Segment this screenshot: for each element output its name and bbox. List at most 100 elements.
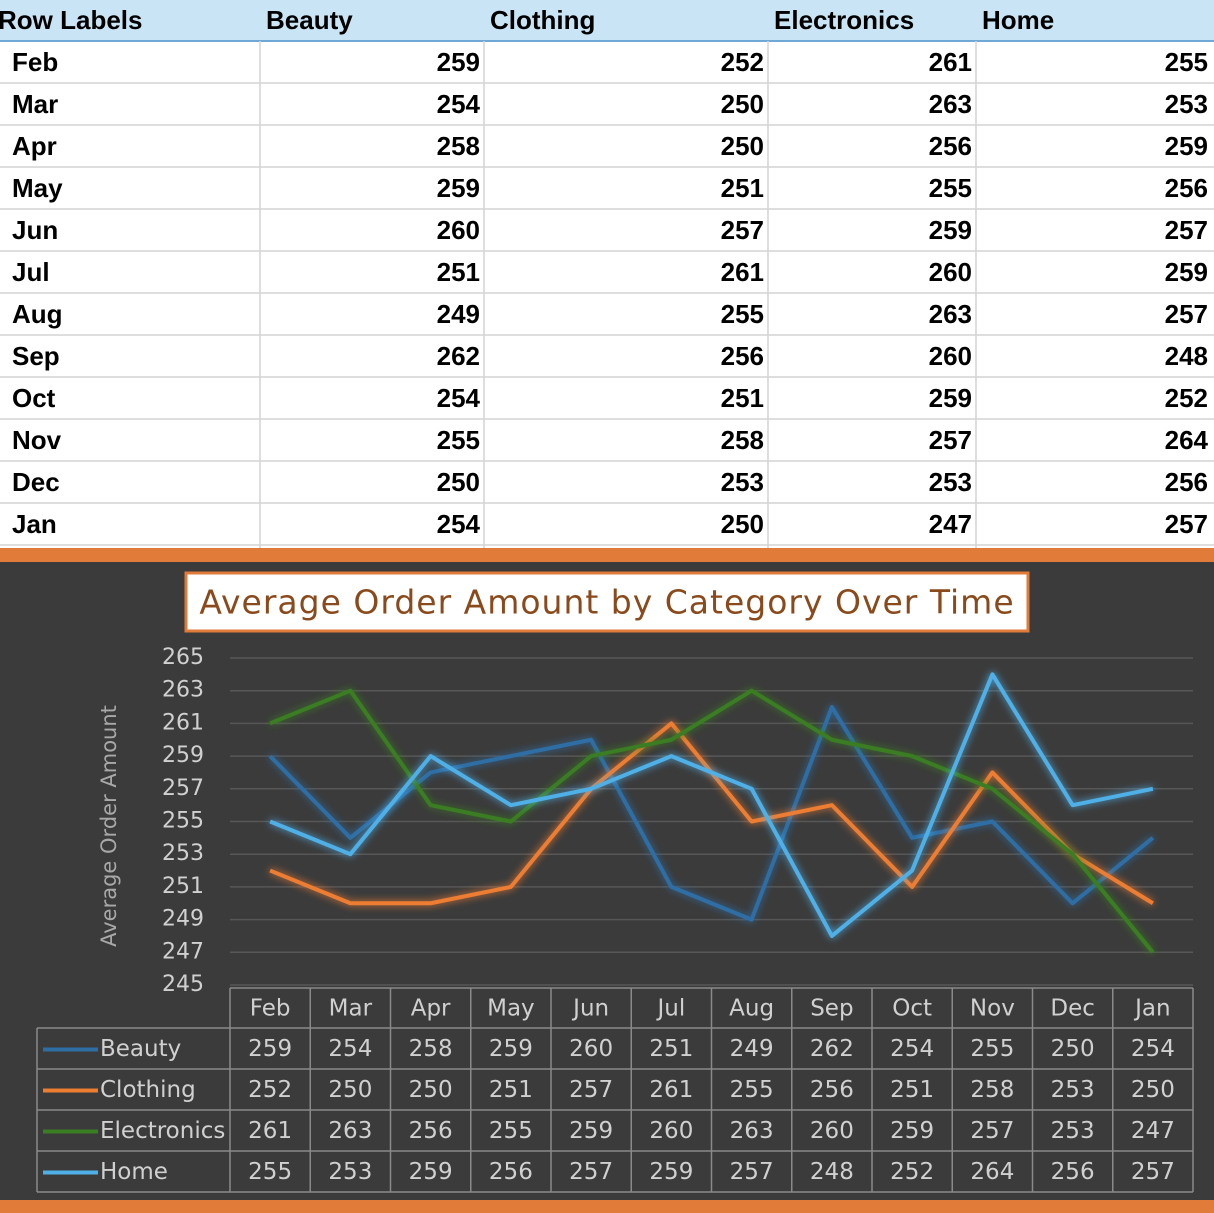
- y-tick-label: 249: [162, 907, 204, 932]
- chart-title: Average Order Amount by Category Over Ti…: [199, 583, 1014, 622]
- cell-value: 259: [437, 173, 480, 203]
- y-tick-label: 257: [162, 776, 204, 801]
- table-value: 256: [810, 1077, 854, 1103]
- x-tick-label: Feb: [250, 996, 291, 1022]
- cell-value: 255: [1165, 47, 1208, 77]
- title-box: [184, 571, 1030, 633]
- cell-value: 256: [1165, 467, 1208, 497]
- table-value: 257: [1131, 1159, 1175, 1185]
- row-label: Sep: [12, 341, 60, 371]
- chart-area: [0, 562, 1214, 1200]
- row-label: May: [12, 173, 63, 203]
- x-tick-label: Aug: [729, 996, 774, 1022]
- x-tick-label: Nov: [970, 996, 1015, 1022]
- cell-value: 250: [721, 131, 764, 161]
- cell-value: 261: [929, 47, 972, 77]
- cell-value: 252: [721, 47, 764, 77]
- cell-value: 257: [1165, 509, 1208, 539]
- cell-value: 251: [721, 383, 764, 413]
- cell-value: 256: [721, 341, 764, 371]
- y-tick-label: 265: [162, 645, 204, 670]
- table-value: 255: [730, 1077, 774, 1103]
- x-tick-label: May: [487, 996, 535, 1022]
- cell-value: 256: [929, 131, 972, 161]
- table-value: 253: [1051, 1118, 1095, 1144]
- cell-value: 251: [721, 173, 764, 203]
- table-value: 253: [328, 1159, 372, 1185]
- table-value: 258: [409, 1036, 453, 1062]
- table-value: 263: [730, 1118, 774, 1144]
- series-line: [269, 688, 1155, 954]
- cell-value: 249: [437, 299, 480, 329]
- x-tick-label: Jun: [571, 996, 609, 1022]
- cell-value: 251: [437, 257, 480, 287]
- table-value: 251: [890, 1077, 934, 1103]
- row-label: Mar: [12, 89, 58, 119]
- row-label: Aug: [12, 299, 63, 329]
- row-label: Jan: [12, 509, 57, 539]
- table-value: 257: [569, 1077, 613, 1103]
- cell-value: 257: [1165, 299, 1208, 329]
- row-label: Jul: [12, 257, 50, 287]
- table-value: 250: [1131, 1077, 1175, 1103]
- y-tick-label: 247: [162, 939, 204, 964]
- table-value: 261: [248, 1118, 292, 1144]
- legend-label: Home: [100, 1159, 168, 1185]
- table-value: 251: [489, 1077, 533, 1103]
- cell-value: 259: [1165, 257, 1208, 287]
- table-value: 250: [1051, 1036, 1095, 1062]
- row-label: Feb: [12, 47, 58, 77]
- table-value: 256: [409, 1118, 453, 1144]
- cell-value: 259: [929, 383, 972, 413]
- table-value: 259: [409, 1159, 453, 1185]
- x-tick-label: Oct: [892, 996, 932, 1022]
- cell-value: 261: [721, 257, 764, 287]
- table-value: 260: [810, 1118, 854, 1144]
- cell-value: 248: [1165, 341, 1208, 371]
- table-value: 251: [649, 1036, 693, 1062]
- cell-value: 254: [437, 509, 481, 539]
- cell-value: 257: [721, 215, 764, 245]
- cell-value: 259: [437, 47, 480, 77]
- y-tick-label: 263: [162, 678, 204, 703]
- header-row: [0, 0, 1214, 41]
- chart-border-top: [0, 548, 1214, 562]
- table-value: 259: [489, 1036, 533, 1062]
- table-value: 249: [730, 1036, 774, 1062]
- table-value: 262: [810, 1036, 854, 1062]
- cell-value: 264: [1165, 425, 1209, 455]
- cell-value: 260: [929, 341, 972, 371]
- table-value: 260: [649, 1118, 693, 1144]
- table-value: 259: [248, 1036, 292, 1062]
- legend-label: Electronics: [100, 1118, 225, 1144]
- row-label: Nov: [12, 425, 62, 455]
- cell-value: 255: [929, 173, 972, 203]
- row-labels-header: Row Labels: [0, 5, 142, 35]
- table-value: 258: [970, 1077, 1014, 1103]
- column-header: Home: [982, 5, 1054, 35]
- legend-label: Beauty: [100, 1036, 181, 1062]
- table-value: 259: [890, 1118, 934, 1144]
- cell-value: 259: [929, 215, 972, 245]
- table-value: 254: [1131, 1036, 1175, 1062]
- x-tick-label: Dec: [1050, 996, 1095, 1022]
- cell-value: 259: [1165, 131, 1208, 161]
- x-tick-label: Jan: [1133, 996, 1170, 1022]
- table-value: 256: [1051, 1159, 1095, 1185]
- x-tick-label: Sep: [810, 996, 853, 1022]
- cell-value: 250: [437, 467, 480, 497]
- column-header: Electronics: [774, 5, 914, 35]
- cell-value: 247: [929, 509, 972, 539]
- column-header: Beauty: [266, 5, 353, 35]
- y-tick-label: 255: [162, 809, 204, 834]
- table-value: 253: [1051, 1077, 1095, 1103]
- x-tick-label: Jul: [655, 996, 685, 1022]
- cell-value: 253: [1165, 89, 1208, 119]
- chart-border-bottom: [0, 1200, 1214, 1213]
- row-label: Apr: [12, 131, 57, 161]
- row-label: Jun: [12, 215, 58, 245]
- cell-value: 254: [437, 89, 481, 119]
- table-value: 259: [649, 1159, 693, 1185]
- cell-value: 250: [721, 89, 764, 119]
